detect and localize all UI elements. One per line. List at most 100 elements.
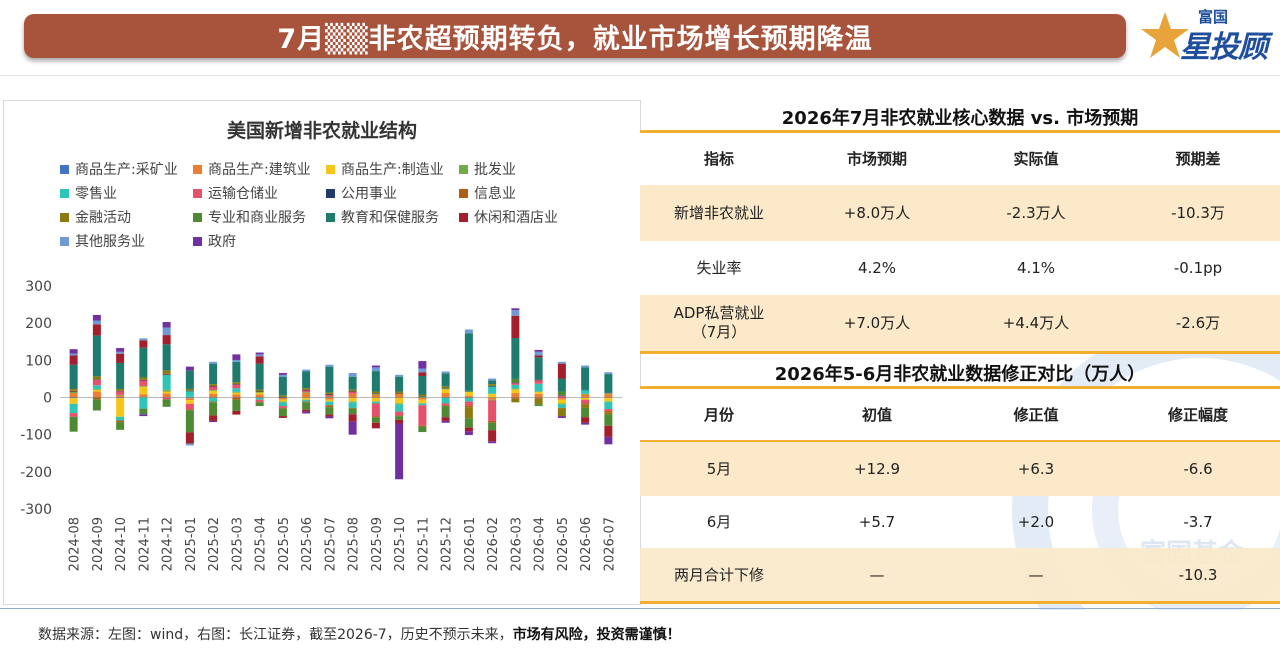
bar-segment (209, 401, 218, 403)
bar-segment (278, 406, 287, 408)
bar-segment (488, 397, 497, 400)
bar-segment (139, 408, 148, 415)
bar-segment (488, 393, 497, 398)
bar-segment (185, 388, 194, 391)
legend-label: 商品生产:建筑业 (208, 162, 311, 178)
tables-panel: 2026年7月非农就业核心数据 vs. 市场预期 指标 市场预期 实际值 预期差… (640, 100, 1280, 604)
bar-segment (162, 327, 171, 336)
table2-top-rule (640, 386, 1280, 389)
bar-segment (418, 396, 427, 398)
bar-segment (162, 370, 171, 374)
bar-segment (441, 388, 450, 390)
bar-segment (511, 398, 520, 403)
table-cell: +12.9 (854, 459, 900, 478)
bar-segment (325, 396, 334, 398)
bar-segment (441, 393, 450, 398)
bar-segment (92, 399, 101, 411)
bar-segment (464, 431, 473, 436)
bar-segment (441, 397, 450, 398)
bar-segment (464, 395, 473, 398)
bar-segment (557, 395, 566, 396)
table-row: 新增非农就业 +8.0万人 -2.3万人 -10.3万 (640, 185, 1280, 241)
bar-segment (209, 385, 218, 387)
table-row: 两月合计下修 — — -10.3 (640, 548, 1280, 602)
bar-segment (488, 400, 497, 421)
bar-segment (348, 397, 357, 402)
legend-label: 信息业 (474, 185, 516, 202)
bar-segment (348, 372, 357, 377)
bar-segment (395, 376, 404, 392)
bar-segment (604, 425, 613, 437)
bar-segment (255, 363, 264, 390)
bar-segment (418, 361, 427, 369)
bar-segment (255, 401, 264, 403)
bar-segment (534, 393, 543, 398)
bar-segment (604, 393, 613, 398)
bar-segment (69, 349, 78, 354)
legend-swatch (459, 189, 468, 198)
bar-segment (116, 416, 125, 421)
bar-segment (255, 354, 264, 357)
page-title: 7月▒▒非农超预期转负，就业市场增长预期降温 (277, 23, 873, 55)
legend-swatch (326, 165, 335, 174)
legend-swatch (60, 213, 69, 222)
bar-segment (441, 417, 450, 421)
bar-segment (185, 409, 194, 411)
bar-segment (92, 385, 101, 389)
bar-segment (604, 414, 613, 426)
legend-label: 公用事业 (341, 186, 397, 202)
bar-segment (464, 390, 473, 392)
bar-segment (209, 363, 218, 385)
bar-segment (92, 389, 101, 392)
bar-segment (209, 386, 218, 391)
table1-header: 实际值 (1013, 149, 1059, 168)
table-cell: -2.6万 (1175, 313, 1221, 332)
bar-segment (325, 366, 334, 393)
bar-segment (185, 370, 194, 389)
bar-segment (395, 374, 404, 377)
bar-segment (325, 397, 334, 398)
bar-segment (511, 338, 520, 379)
logo-small-text: 富国 (1198, 8, 1229, 26)
legend-label: 商品生产:采矿业 (75, 162, 178, 178)
x-tick-label: 2026-03 (509, 517, 524, 571)
bar-segment (348, 391, 357, 393)
bar-segment (604, 397, 613, 398)
bar-segment (464, 329, 473, 334)
bar-segment (209, 415, 218, 421)
bar-segment (348, 401, 357, 403)
bar-segment (395, 397, 404, 404)
y-tick-label: 100 (25, 353, 52, 369)
bar-segment (325, 414, 334, 417)
table-cell: -0.1pp (1173, 258, 1223, 277)
bar-segment (69, 391, 78, 394)
table-row: 失业率 4.2% 4.1% -0.1pp (640, 241, 1280, 295)
bar-segment (232, 410, 241, 415)
bar-segment (162, 389, 171, 392)
bar-segment (418, 403, 427, 406)
bar-segment (511, 378, 520, 383)
bar-segment (232, 384, 241, 389)
bar-segment (604, 410, 613, 413)
table-cell: — (1028, 565, 1044, 584)
bar-segment (534, 351, 543, 356)
bar-segment (162, 373, 171, 375)
bar-segment (116, 348, 125, 352)
bar-segment (534, 383, 543, 392)
bar-segment (441, 389, 450, 394)
y-tick-label: 300 (25, 279, 52, 295)
bar-segment (325, 407, 334, 415)
legend-swatch (459, 165, 468, 174)
bar-segment (348, 389, 357, 392)
bar-segment (348, 408, 357, 415)
bar-segment (464, 427, 473, 432)
bar-segment (371, 394, 380, 398)
bar-segment (557, 416, 566, 418)
bar-segment (302, 397, 311, 400)
bar-segment (232, 382, 241, 385)
bar-segment (232, 361, 241, 383)
bar-segment (116, 390, 125, 392)
bar-segment (604, 372, 613, 375)
bar-segment (511, 382, 520, 384)
x-tick-label: 2025-04 (254, 517, 269, 571)
